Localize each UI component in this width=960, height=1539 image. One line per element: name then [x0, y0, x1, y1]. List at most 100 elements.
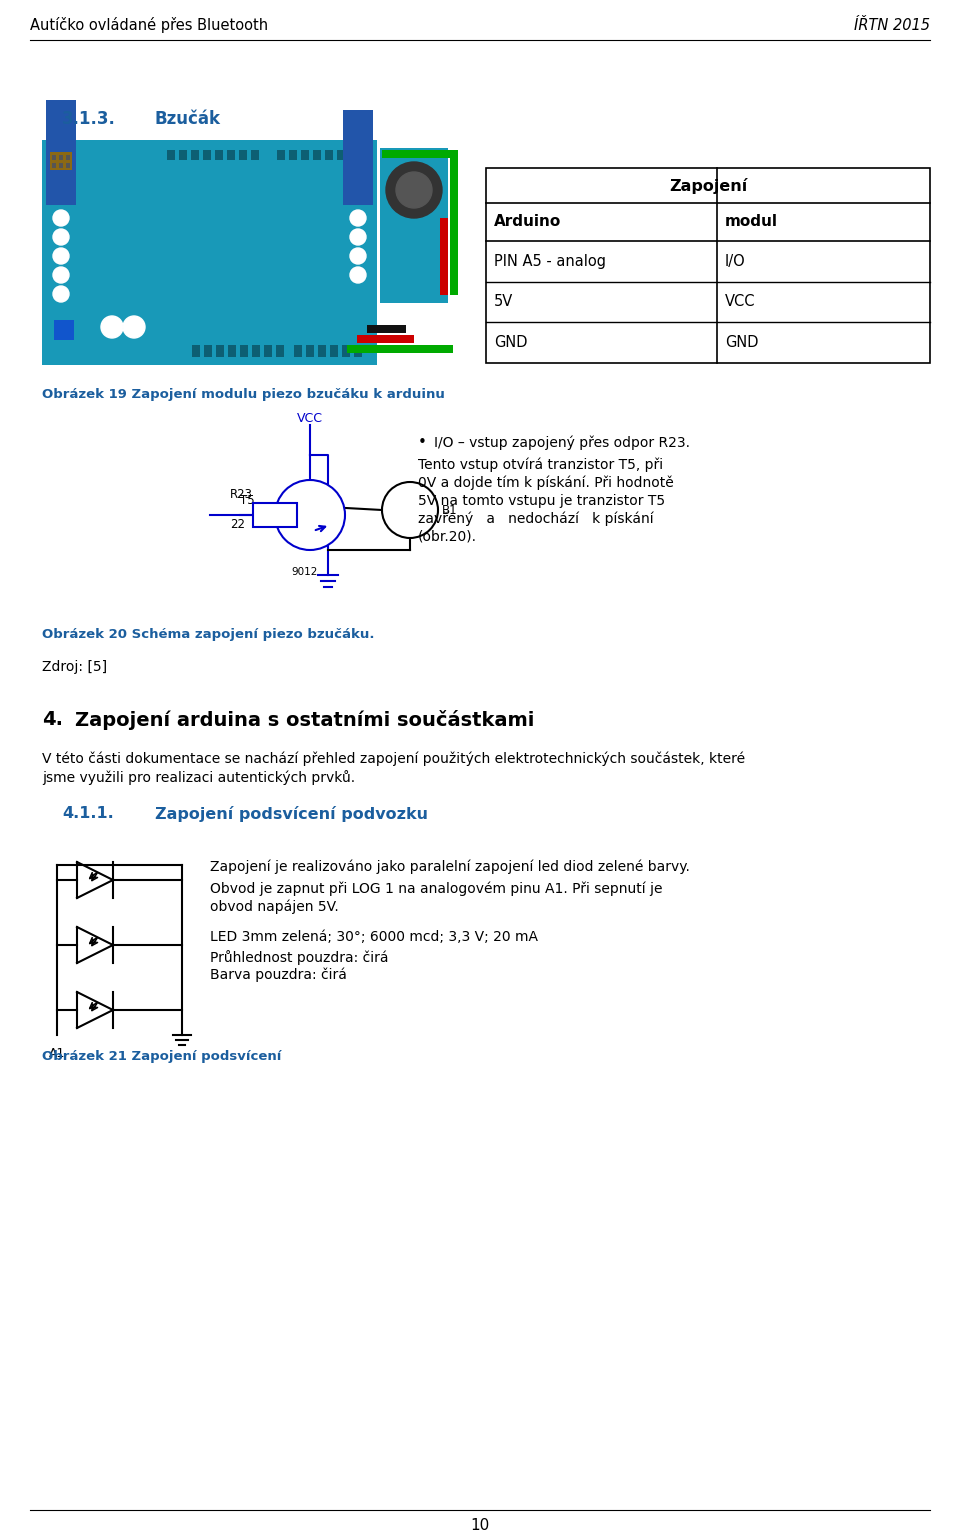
Text: jsme využili pro realizaci autentických prvků.: jsme využili pro realizaci autentických … [42, 770, 355, 785]
Text: •: • [418, 436, 427, 449]
Bar [228, 345, 236, 357]
Text: Arduino: Arduino [494, 214, 562, 229]
Bar [191, 149, 199, 160]
Bar [380, 148, 448, 303]
Circle shape [382, 482, 438, 539]
Bar [54, 320, 74, 340]
Text: Zapojení arduina s ostatními součástkami: Zapojení arduina s ostatními součástkami [75, 709, 535, 729]
Bar [240, 345, 248, 357]
Circle shape [350, 248, 366, 265]
Text: VCC: VCC [725, 294, 756, 309]
Bar [66, 155, 70, 160]
Text: R23: R23 [230, 488, 253, 502]
Circle shape [350, 229, 366, 245]
Text: GND: GND [494, 336, 527, 351]
Circle shape [350, 266, 366, 283]
Bar [179, 149, 187, 160]
Circle shape [350, 209, 366, 226]
Bar [59, 163, 63, 168]
Circle shape [101, 315, 123, 339]
Bar [50, 152, 72, 169]
Bar [486, 168, 930, 363]
Circle shape [53, 248, 69, 265]
Bar [251, 149, 259, 160]
Bar [215, 149, 223, 160]
Bar [252, 345, 260, 357]
Bar [59, 155, 63, 160]
Bar [337, 149, 345, 160]
Text: A1: A1 [49, 1047, 65, 1060]
Text: 9012: 9012 [292, 566, 318, 577]
Bar [367, 325, 406, 332]
Bar [52, 155, 56, 160]
Text: Zdroj: [5]: Zdroj: [5] [42, 660, 108, 674]
Circle shape [123, 315, 145, 339]
Bar [330, 345, 338, 357]
Circle shape [53, 266, 69, 283]
Bar [318, 345, 326, 357]
Text: (obr.20).: (obr.20). [418, 529, 477, 543]
Text: Tento vstup otvírá tranzistor T5, při: Tento vstup otvírá tranzistor T5, při [418, 459, 663, 472]
Bar [276, 345, 284, 357]
Bar [440, 219, 448, 295]
Circle shape [396, 172, 432, 208]
Bar [289, 149, 297, 160]
Text: B1: B1 [442, 503, 458, 517]
Circle shape [53, 286, 69, 302]
Bar [167, 149, 175, 160]
Text: Autíčko ovládané přes Bluetooth: Autíčko ovládané přes Bluetooth [30, 17, 268, 32]
Bar [216, 345, 224, 357]
Circle shape [386, 162, 442, 219]
Text: VCC: VCC [297, 412, 323, 425]
Bar [253, 503, 297, 526]
Bar [239, 149, 247, 160]
Text: T5: T5 [240, 494, 255, 506]
Text: Obvod je zapnut při LOG 1 na analogovém pinu A1. Při sepnutí je: Obvod je zapnut při LOG 1 na analogovém … [210, 882, 662, 897]
Text: 10: 10 [470, 1517, 490, 1533]
Text: I/O – vstup zapojený přes odpor R23.: I/O – vstup zapojený přes odpor R23. [434, 436, 690, 449]
Text: modul: modul [725, 214, 778, 229]
Text: 22: 22 [230, 519, 245, 531]
Text: zavřený   a   nedochází   k pískání: zavřený a nedochází k pískání [418, 512, 654, 526]
Bar [294, 345, 302, 357]
Text: Obrázek 21 Zapojení podsvícení: Obrázek 21 Zapojení podsvícení [42, 1050, 281, 1063]
Text: Bzučák: Bzučák [155, 109, 221, 128]
Bar [192, 345, 200, 357]
Bar [325, 149, 333, 160]
Bar [354, 345, 362, 357]
Bar [46, 100, 76, 205]
Bar [264, 345, 272, 357]
Text: obvod napájen 5V.: obvod napájen 5V. [210, 900, 339, 914]
Text: 5V na tomto vstupu je tranzistor T5: 5V na tomto vstupu je tranzistor T5 [418, 494, 665, 508]
Bar [342, 345, 350, 357]
Text: 0V a dojde tím k pískání. Při hodnotě: 0V a dojde tím k pískání. Při hodnotě [418, 476, 674, 491]
Text: 3.1.3.: 3.1.3. [62, 109, 116, 128]
Text: Zapojení podsvícení podvozku: Zapojení podsvícení podvozku [155, 806, 428, 822]
Text: Obrázek 19 Zapojení modulu piezo bzučáku k arduinu: Obrázek 19 Zapojení modulu piezo bzučáku… [42, 388, 444, 402]
Text: Obrázek 20 Schéma zapojení piezo bzučáku.: Obrázek 20 Schéma zapojení piezo bzučáku… [42, 628, 374, 642]
Bar [313, 149, 321, 160]
Bar [343, 109, 373, 205]
Text: Barva pouzdra: čirá: Barva pouzdra: čirá [210, 968, 347, 982]
Circle shape [53, 209, 69, 226]
Bar [227, 149, 235, 160]
Text: GND: GND [725, 336, 758, 351]
Text: Zapojení je realizováno jako paralelní zapojení led diod zelené barvy.: Zapojení je realizováno jako paralelní z… [210, 860, 690, 874]
Bar [203, 149, 211, 160]
Bar [42, 140, 377, 365]
Text: V této části dokumentace se nachází přehled zapojení použitých elektrotechnickýc: V této části dokumentace se nachází přeh… [42, 753, 745, 766]
Bar [306, 345, 314, 357]
Text: 4.: 4. [42, 709, 63, 729]
Text: LED 3mm zelená; 30°; 6000 mcd; 3,3 V; 20 mA: LED 3mm zelená; 30°; 6000 mcd; 3,3 V; 20… [210, 930, 538, 943]
Bar [301, 149, 309, 160]
Text: 5V: 5V [494, 294, 514, 309]
Bar [357, 336, 414, 343]
Circle shape [275, 480, 345, 549]
Bar [204, 345, 212, 357]
Text: 4.1.1.: 4.1.1. [62, 806, 113, 820]
Bar [66, 163, 70, 168]
Text: Průhlednost pouzdra: čirá: Průhlednost pouzdra: čirá [210, 950, 389, 965]
Text: Zapojení: Zapojení [669, 177, 747, 194]
Text: ÍŘTN 2015: ÍŘTN 2015 [854, 17, 930, 32]
Circle shape [53, 229, 69, 245]
